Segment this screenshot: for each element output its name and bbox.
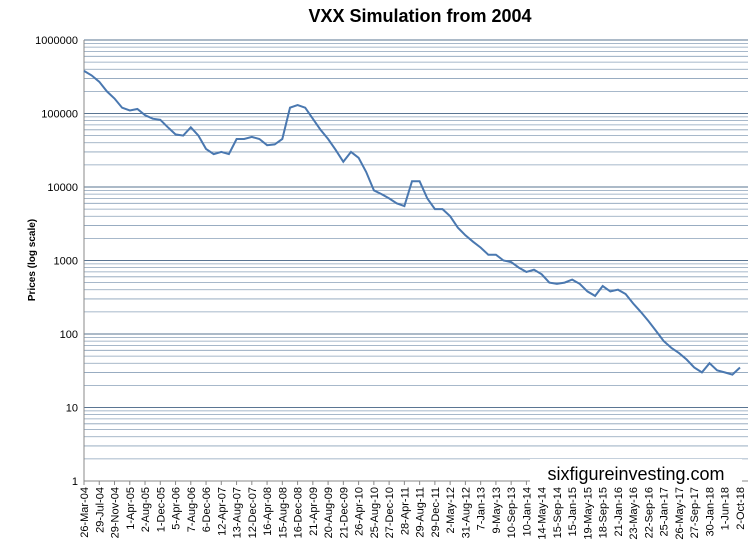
x-tick-label: 5-Apr-06 bbox=[171, 487, 183, 530]
x-tick-label: 25-Jan-17 bbox=[659, 487, 671, 537]
x-tick-label: 29-Dec-11 bbox=[430, 487, 442, 538]
x-tick-label: 26-Apr-10 bbox=[354, 487, 366, 536]
x-tick-label: 10-Jan-14 bbox=[521, 487, 533, 537]
y-axis-label: Prices (log scale) bbox=[27, 219, 38, 301]
annotation-box bbox=[530, 459, 742, 487]
annotation: sixfigureinvesting.com bbox=[547, 464, 724, 484]
x-tick-label: 23-May-16 bbox=[628, 487, 640, 540]
y-tick-label: 1 bbox=[72, 476, 78, 488]
x-tick-label: 1-Apr-05 bbox=[125, 487, 137, 530]
x-tick-label: 2-Aug-05 bbox=[140, 487, 152, 532]
chart-title: VXX Simulation from 2004 bbox=[308, 6, 531, 26]
y-tick-label: 100000 bbox=[41, 109, 78, 121]
x-tick-label: 25-Aug-10 bbox=[369, 487, 381, 538]
x-tick-label: 2-Oct-18 bbox=[735, 487, 747, 530]
x-tick-label: 19-May-15 bbox=[582, 487, 594, 540]
x-tick-label: 15-Aug-08 bbox=[277, 487, 289, 538]
y-tick-label: 10 bbox=[66, 403, 78, 415]
x-tick-label: 9-May-13 bbox=[491, 487, 503, 533]
x-tick-label: 21-Dec-09 bbox=[338, 487, 350, 538]
x-tick-label: 15-Sep-14 bbox=[552, 487, 564, 538]
x-tick-label: 10-Sep-13 bbox=[506, 487, 518, 538]
x-tick-label: 2-May-12 bbox=[445, 487, 457, 533]
x-tick-label: 16-Dec-08 bbox=[293, 487, 305, 538]
x-tick-label: 27-Dec-10 bbox=[384, 487, 396, 538]
x-tick-label: 13-Aug-07 bbox=[232, 487, 244, 538]
price-line bbox=[83, 70, 741, 376]
x-tick-label: 7-Aug-06 bbox=[186, 487, 198, 532]
x-tick-label: 14-May-14 bbox=[537, 487, 549, 540]
y-tick-label: 1000000 bbox=[35, 35, 78, 47]
x-tick-label: 6-Dec-06 bbox=[201, 487, 213, 532]
x-tick-label: 22-Sep-16 bbox=[643, 487, 655, 538]
x-tick-label: 26-May-17 bbox=[674, 487, 686, 540]
x-tick-label: 21-Apr-09 bbox=[308, 487, 320, 536]
y-tick-label: 1000 bbox=[54, 256, 78, 268]
x-tick-label: 31-Aug-12 bbox=[460, 487, 472, 538]
x-tick-label: 1-Jun-18 bbox=[720, 487, 732, 530]
y-tick-label: 100 bbox=[60, 329, 78, 341]
x-tick-label: 26-Mar-04 bbox=[79, 487, 91, 538]
x-tick-label: 12-Dec-07 bbox=[247, 487, 259, 538]
x-tick-label: 15-Jan-15 bbox=[567, 487, 579, 537]
x-tick-label: 1-Dec-05 bbox=[155, 487, 167, 532]
x-tick-label: 21-Jan-16 bbox=[613, 487, 625, 537]
x-tick-label: 29-Aug-11 bbox=[415, 487, 427, 538]
y-tick-label: 10000 bbox=[47, 182, 78, 194]
x-tick-label: 20-Aug-09 bbox=[323, 487, 335, 538]
x-tick-label: 29-Jul-04 bbox=[94, 487, 106, 533]
x-tick-label: 28-Apr-11 bbox=[399, 487, 411, 535]
x-tick-label: 18-Sep-15 bbox=[598, 487, 610, 538]
x-tick-label: 30-Jan-18 bbox=[704, 487, 716, 537]
x-tick-label: 29-Nov-04 bbox=[110, 487, 122, 538]
x-tick-label: 7-Jan-13 bbox=[476, 487, 488, 530]
x-tick-label: 12-Apr-07 bbox=[216, 487, 228, 536]
x-tick-label: 16-Apr-08 bbox=[262, 487, 274, 536]
x-tick-label: 27-Sep-17 bbox=[689, 487, 701, 538]
